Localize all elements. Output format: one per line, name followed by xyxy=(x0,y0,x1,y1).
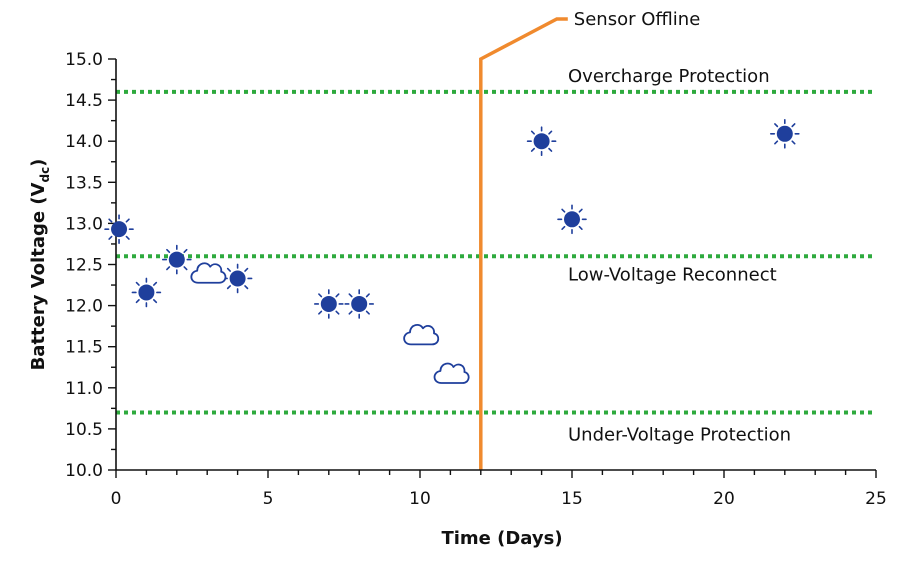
event-marker xyxy=(479,17,568,470)
sun-icon xyxy=(222,263,253,294)
x-tick-label: 20 xyxy=(713,489,735,509)
sun-icon xyxy=(526,126,557,156)
sun-ray xyxy=(335,293,340,298)
sun-ray xyxy=(108,235,113,240)
y-tick-label: 14.5 xyxy=(65,91,103,111)
sun-core xyxy=(168,251,185,268)
x-tick-label: 10 xyxy=(409,489,431,509)
sun-ray xyxy=(226,267,231,272)
sun-core xyxy=(229,270,246,287)
sun-ray xyxy=(578,208,583,213)
y-tick-label: 10.0 xyxy=(65,461,103,481)
sun-ray xyxy=(578,225,583,230)
sun-icon xyxy=(557,204,587,235)
sun-core xyxy=(351,295,368,312)
cloud-shape xyxy=(190,262,227,284)
x-tick-label: 15 xyxy=(561,489,583,509)
sun-ray xyxy=(108,218,113,223)
sun-ray xyxy=(548,130,553,135)
sun-ray xyxy=(125,218,130,223)
under-voltage-protection-label: Under-Voltage Protection xyxy=(568,424,791,445)
sun-icon xyxy=(344,289,375,319)
y-tick-label: 13.5 xyxy=(65,173,103,193)
sun-core xyxy=(138,284,155,301)
y-axis-title-subscript: dc xyxy=(38,167,52,183)
sun-ray xyxy=(791,123,796,128)
sun-ray xyxy=(365,293,370,298)
sun-ray xyxy=(135,281,140,286)
sun-icon xyxy=(313,289,344,319)
sun-ray xyxy=(348,293,353,298)
sun-icon xyxy=(162,244,192,275)
y-tick-label: 12.0 xyxy=(65,297,103,317)
y-tick-label: 12.5 xyxy=(65,256,103,276)
sun-ray xyxy=(183,266,188,271)
sun-core xyxy=(320,295,337,312)
sun-ray xyxy=(166,266,171,271)
y-tick-label: 13.0 xyxy=(65,214,103,234)
data-points xyxy=(104,119,800,384)
y-tick-label: 14.0 xyxy=(65,132,103,152)
sun-ray xyxy=(530,147,535,152)
sensor-offline-label: Sensor Offline xyxy=(574,9,700,30)
cloud-shape xyxy=(433,362,470,384)
sun-ray xyxy=(365,310,370,315)
x-axis-title: Time (Days) xyxy=(441,528,562,549)
sun-ray xyxy=(244,267,249,272)
sun-ray xyxy=(561,208,566,213)
sun-ray xyxy=(774,123,779,128)
sun-ray xyxy=(135,299,140,304)
y-tick-label: 10.5 xyxy=(65,420,103,440)
sun-ray xyxy=(774,140,779,145)
y-axis-title: Battery Voltage (Vdc) xyxy=(28,159,52,371)
sun-ray xyxy=(226,285,231,290)
sun-ray xyxy=(318,293,323,298)
y-tick-label: 11.0 xyxy=(65,379,103,399)
sun-core xyxy=(533,133,550,150)
cloud-icon xyxy=(190,262,227,284)
overcharge-protection-label: Overcharge Protection xyxy=(568,66,770,87)
sun-ray xyxy=(548,147,553,152)
axes: 0 5 10 15 20 25 10.0 10.5 11.0 11.5 12.0 12.5 13.0 13… xyxy=(65,50,887,509)
sun-ray xyxy=(125,235,130,240)
sun-core xyxy=(111,221,128,238)
sun-icon xyxy=(104,214,134,244)
sun-icon xyxy=(769,119,800,149)
sensor-offline-line xyxy=(479,17,568,470)
sun-ray xyxy=(530,130,535,135)
sun-ray xyxy=(348,310,353,315)
sun-ray xyxy=(183,248,188,253)
sun-core xyxy=(776,125,793,142)
cloud-icon xyxy=(433,362,470,384)
reference-lines xyxy=(116,89,876,415)
y-tick-label: 11.5 xyxy=(65,338,103,358)
y-tick-label: 15.0 xyxy=(65,50,103,70)
sun-ray xyxy=(791,140,796,145)
cloud-icon xyxy=(403,323,440,346)
x-tick-label: 25 xyxy=(865,489,887,509)
cloud-shape xyxy=(403,323,440,346)
sun-icon xyxy=(131,277,162,308)
sun-ray xyxy=(166,248,171,253)
sun-ray xyxy=(153,299,158,304)
sun-ray xyxy=(561,225,566,230)
sun-core xyxy=(564,211,580,228)
low-voltage-reconnect-label: Low-Voltage Reconnect xyxy=(568,264,777,285)
sun-ray xyxy=(318,310,323,315)
x-tick-label: 0 xyxy=(111,489,122,509)
sun-ray xyxy=(153,281,158,286)
y-axis-title-main: Battery Voltage (V xyxy=(28,182,49,370)
y-axis-title-close: ) xyxy=(28,159,49,167)
sun-ray xyxy=(335,310,340,315)
x-tick-label: 5 xyxy=(263,489,274,509)
sun-ray xyxy=(244,285,249,290)
labels: Overcharge Protection Low-Voltage Reconne… xyxy=(28,9,791,549)
